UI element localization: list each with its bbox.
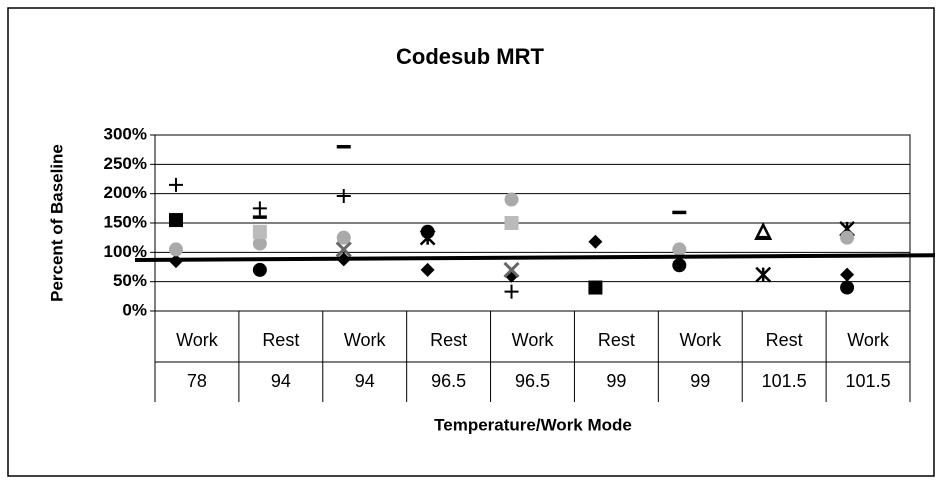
marker-asterisk (755, 266, 772, 283)
marker-shape (336, 189, 351, 204)
y-tick-label: 0% (122, 300, 147, 319)
x-tick-label: Work (176, 330, 219, 350)
chart-frame (7, 7, 935, 477)
y-tick-label: 250% (104, 154, 147, 173)
y-tick-label: 100% (104, 242, 147, 261)
marker-square (168, 213, 183, 228)
marker-triangle (754, 222, 773, 241)
y-tick-label: 200% (104, 183, 147, 202)
marker-diamond (420, 262, 435, 277)
marker-shape (840, 267, 855, 282)
marker-shape (252, 201, 267, 216)
marker-circle (840, 280, 855, 295)
marker-shape (335, 241, 352, 258)
marker-shape (168, 213, 183, 228)
marker-shape (840, 230, 855, 245)
marker-shape (168, 242, 183, 257)
x-tick-label: Work (512, 330, 555, 350)
marker-shape (840, 280, 855, 295)
marker-circle (504, 192, 519, 207)
marker-diamond (588, 234, 603, 249)
marker-plus (336, 189, 351, 204)
y-tick-label: 150% (104, 212, 147, 231)
marker-shape (252, 262, 267, 277)
x-tick-label: 96.5 (515, 371, 550, 391)
marker-shape (588, 280, 603, 295)
marker-shape (504, 192, 519, 207)
marker-plus (252, 201, 267, 216)
x-tick-label: 99 (606, 371, 626, 391)
y-tick-label: 300% (104, 124, 147, 143)
y-tick-label: 50% (113, 271, 147, 290)
marker-shape (672, 258, 687, 273)
reference-line (134, 253, 936, 262)
x-tick-label: 99 (690, 371, 710, 391)
x-tick-label: Rest (262, 330, 299, 350)
marker-circle (672, 258, 687, 273)
marker-shape (754, 222, 773, 241)
marker-shape (336, 230, 351, 245)
marker-shape (168, 177, 183, 192)
x-tick-label: 94 (355, 371, 375, 391)
marker-shape (504, 284, 519, 299)
marker-circle (336, 230, 351, 245)
marker-shape (503, 261, 520, 278)
plot-border (154, 134, 911, 312)
marker-shape (588, 234, 603, 249)
x-tick-label: 78 (187, 371, 207, 391)
x-tick-label: Rest (430, 330, 467, 350)
marker-shape (419, 229, 436, 246)
marker-shape (755, 266, 772, 283)
x-axis-label: Temperature/Work Mode (434, 415, 632, 434)
marker-circle (252, 262, 267, 277)
x-tick-label: Work (847, 330, 890, 350)
x-tick-label: 101.5 (846, 371, 891, 391)
marker-square (252, 224, 267, 239)
x-tick-label: Work (344, 330, 387, 350)
x-tick-label: 94 (271, 371, 291, 391)
marker-shape (252, 236, 267, 251)
marker-shape (672, 242, 687, 257)
marker-circle (840, 230, 855, 245)
marker-asterisk (419, 229, 436, 246)
marker-shape (420, 262, 435, 277)
chart-title: Codesub MRT (396, 44, 544, 69)
marker-circle (252, 236, 267, 251)
marker-shape (252, 224, 267, 239)
marker-x (335, 241, 352, 258)
x-tick-label: 101.5 (762, 371, 807, 391)
marker-diamond (840, 267, 855, 282)
marker-circle (672, 242, 687, 257)
marker-square (588, 280, 603, 295)
marker-circle (168, 242, 183, 257)
marker-square (504, 216, 519, 230)
x-tick-label: Rest (766, 330, 803, 350)
marker-plus (168, 177, 183, 192)
x-tick-label: Work (679, 330, 722, 350)
marker-x (503, 261, 520, 278)
x-tick-label: 96.5 (431, 371, 466, 391)
marker-shape (504, 216, 519, 230)
marker-plus (504, 284, 519, 299)
x-tick-label: Rest (598, 330, 635, 350)
y-axis-label: Percent of Baseline (47, 144, 66, 302)
